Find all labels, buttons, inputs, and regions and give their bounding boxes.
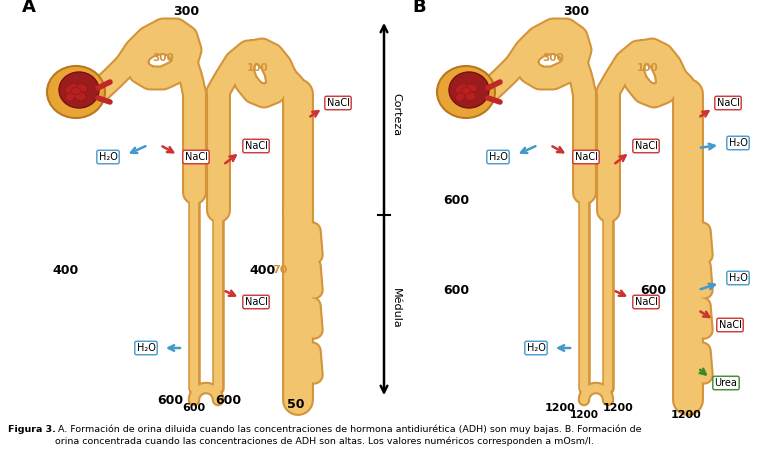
- Text: 1200: 1200: [570, 410, 598, 420]
- Text: 100: 100: [637, 63, 659, 73]
- Text: 300: 300: [152, 53, 174, 63]
- Text: Médula: Médula: [391, 288, 401, 328]
- Text: 1200: 1200: [603, 403, 634, 413]
- Text: 300: 300: [542, 53, 564, 63]
- Ellipse shape: [466, 84, 478, 92]
- Text: 400: 400: [53, 264, 79, 276]
- Text: Figura 3.: Figura 3.: [8, 425, 56, 434]
- Text: H₂O: H₂O: [98, 152, 118, 162]
- Text: 1200: 1200: [670, 410, 701, 420]
- Ellipse shape: [71, 87, 81, 95]
- Text: NaCl: NaCl: [717, 98, 740, 108]
- Text: 600: 600: [157, 393, 183, 407]
- Text: 70: 70: [273, 265, 288, 275]
- Text: H₂O: H₂O: [488, 152, 508, 162]
- Ellipse shape: [455, 93, 465, 101]
- Text: 400: 400: [250, 264, 276, 276]
- Text: NaCl: NaCl: [634, 141, 657, 151]
- Text: NaCl: NaCl: [574, 152, 598, 162]
- Text: Urea: Urea: [714, 378, 737, 388]
- Text: NaCl: NaCl: [244, 141, 267, 151]
- Text: 600: 600: [215, 393, 241, 407]
- Text: 600: 600: [640, 284, 666, 296]
- Text: NaCl: NaCl: [184, 152, 207, 162]
- Ellipse shape: [59, 72, 99, 108]
- Ellipse shape: [65, 84, 79, 94]
- Text: H₂O: H₂O: [527, 343, 545, 353]
- Ellipse shape: [65, 93, 74, 101]
- Ellipse shape: [455, 84, 468, 94]
- Text: H₂O: H₂O: [137, 343, 155, 353]
- Text: Corteza: Corteza: [391, 94, 401, 137]
- Text: 600: 600: [183, 403, 206, 413]
- Ellipse shape: [47, 66, 105, 118]
- Text: 300: 300: [173, 5, 199, 18]
- Text: A. Formación de orina diluida cuando las concentraciones de hormona antidiurétic: A. Formación de orina diluida cuando las…: [55, 425, 641, 446]
- Ellipse shape: [77, 84, 88, 92]
- Text: NaCl: NaCl: [634, 297, 657, 307]
- Text: NaCl: NaCl: [244, 297, 267, 307]
- Ellipse shape: [449, 72, 489, 108]
- Text: 600: 600: [443, 284, 469, 296]
- Text: H₂O: H₂O: [729, 138, 747, 148]
- Ellipse shape: [464, 91, 476, 101]
- Text: A: A: [22, 0, 36, 16]
- Ellipse shape: [461, 87, 471, 95]
- Text: 50: 50: [287, 399, 305, 411]
- Text: B: B: [412, 0, 425, 16]
- Ellipse shape: [74, 91, 86, 101]
- Text: 600: 600: [443, 193, 469, 207]
- Text: 100: 100: [247, 63, 269, 73]
- Text: 1200: 1200: [545, 403, 575, 413]
- Text: NaCl: NaCl: [719, 320, 741, 330]
- Text: NaCl: NaCl: [326, 98, 349, 108]
- Ellipse shape: [437, 66, 495, 118]
- Text: H₂O: H₂O: [729, 273, 747, 283]
- Text: 300: 300: [563, 5, 589, 18]
